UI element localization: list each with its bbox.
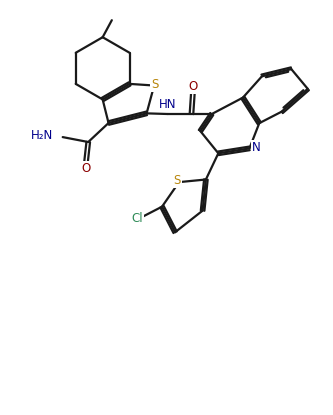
Text: Cl: Cl bbox=[131, 212, 143, 225]
Text: S: S bbox=[174, 174, 181, 187]
Text: HN: HN bbox=[159, 98, 176, 111]
Text: O: O bbox=[188, 80, 198, 93]
Text: O: O bbox=[81, 162, 90, 175]
Text: S: S bbox=[151, 78, 159, 91]
Text: N: N bbox=[252, 141, 261, 154]
Text: H₂N: H₂N bbox=[31, 129, 54, 142]
